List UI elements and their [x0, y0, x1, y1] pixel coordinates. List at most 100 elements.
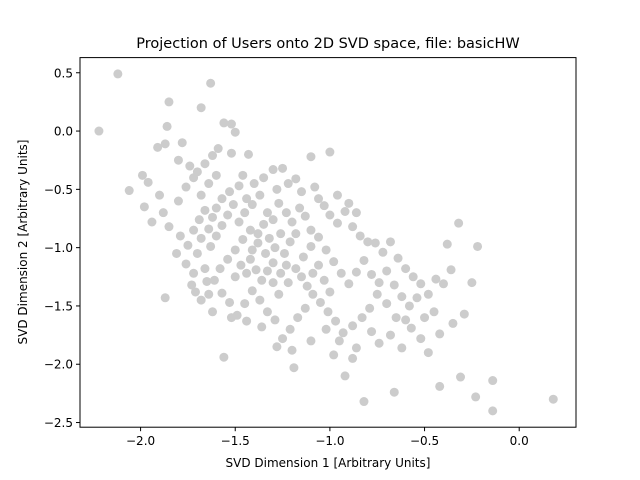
- data-point: [194, 215, 204, 225]
- data-point: [147, 217, 157, 227]
- data-point: [308, 268, 318, 278]
- data-point: [219, 118, 229, 128]
- data-point: [238, 170, 248, 180]
- data-point: [416, 279, 426, 289]
- x-tick-label: 0.0: [510, 434, 529, 448]
- data-point: [215, 264, 225, 274]
- data-point: [456, 372, 466, 382]
- y-axis-label: SVD Dimension 2 [Arbitrary Units]: [16, 140, 30, 345]
- data-point: [285, 324, 295, 334]
- data-point: [344, 198, 354, 208]
- data-point: [287, 345, 297, 355]
- points-layer: [94, 69, 558, 416]
- data-point: [357, 313, 367, 323]
- data-point: [367, 269, 377, 279]
- data-point: [181, 182, 191, 192]
- y-tick-label: −1.5: [44, 299, 73, 313]
- data-point: [164, 97, 174, 107]
- data-point: [173, 196, 183, 206]
- data-point: [153, 142, 163, 152]
- data-point: [389, 387, 399, 397]
- data-point: [314, 194, 324, 204]
- y-axis: −2.5 −2.0 −1.5 −1.0 −0.5 0.0 0.5: [44, 66, 80, 430]
- data-point: [276, 229, 286, 239]
- data-point: [264, 233, 274, 243]
- data-point: [247, 286, 257, 296]
- data-point: [276, 268, 286, 278]
- data-point: [172, 248, 182, 258]
- data-point: [331, 316, 341, 326]
- data-point: [397, 343, 407, 353]
- data-point: [315, 297, 325, 307]
- data-point: [283, 179, 293, 189]
- data-point: [378, 247, 388, 257]
- data-point: [192, 167, 202, 177]
- data-point: [185, 161, 195, 171]
- data-point: [363, 237, 373, 247]
- data-point: [289, 363, 299, 373]
- data-point: [245, 254, 255, 264]
- data-point: [137, 170, 147, 180]
- data-point: [359, 397, 369, 407]
- data-point: [298, 252, 308, 262]
- data-point: [230, 272, 240, 282]
- data-point: [189, 268, 199, 278]
- data-point: [272, 342, 282, 352]
- data-point: [268, 215, 278, 225]
- data-point: [285, 237, 295, 247]
- data-point: [314, 260, 324, 270]
- data-point: [310, 182, 320, 192]
- data-point: [548, 394, 558, 404]
- data-point: [272, 184, 282, 194]
- data-point: [321, 324, 331, 334]
- data-point: [393, 253, 403, 263]
- data-point: [329, 257, 339, 267]
- data-point: [262, 266, 272, 276]
- data-point: [259, 219, 269, 229]
- data-point: [259, 173, 269, 183]
- data-point: [334, 336, 344, 346]
- data-point: [321, 245, 331, 255]
- data-point: [291, 264, 301, 274]
- data-point: [253, 238, 263, 248]
- data-point: [208, 307, 218, 317]
- data-point: [209, 275, 219, 285]
- data-point: [340, 207, 350, 216]
- data-point: [240, 208, 250, 218]
- data-point: [300, 303, 310, 313]
- data-point: [158, 208, 168, 218]
- data-point: [404, 301, 414, 311]
- data-point: [348, 321, 358, 331]
- data-point: [226, 119, 236, 129]
- data-point: [94, 126, 104, 136]
- data-point: [242, 194, 252, 204]
- data-point: [325, 147, 335, 157]
- data-point: [242, 316, 252, 326]
- data-point: [401, 315, 411, 325]
- data-point: [268, 258, 278, 268]
- plot-frame: [79, 57, 577, 428]
- data-point: [293, 313, 303, 323]
- data-point: [397, 292, 407, 302]
- data-point: [302, 281, 312, 291]
- data-point: [389, 280, 399, 290]
- data-point: [348, 353, 358, 363]
- data-point: [219, 352, 229, 362]
- y-tick-label: −2.5: [44, 416, 73, 430]
- x-tick-label: −2.0: [126, 434, 155, 448]
- data-point: [412, 293, 422, 303]
- y-tick-label: 0.5: [54, 66, 73, 80]
- data-point: [223, 210, 233, 220]
- data-point: [351, 208, 361, 218]
- data-point: [332, 218, 342, 228]
- data-point: [374, 278, 384, 288]
- data-point: [291, 229, 301, 239]
- data-point: [420, 313, 430, 323]
- data-point: [338, 328, 348, 338]
- data-point: [401, 264, 411, 274]
- data-point: [204, 224, 214, 234]
- data-point: [255, 295, 265, 305]
- data-point: [230, 245, 240, 255]
- data-point: [454, 218, 464, 228]
- data-point: [243, 149, 253, 159]
